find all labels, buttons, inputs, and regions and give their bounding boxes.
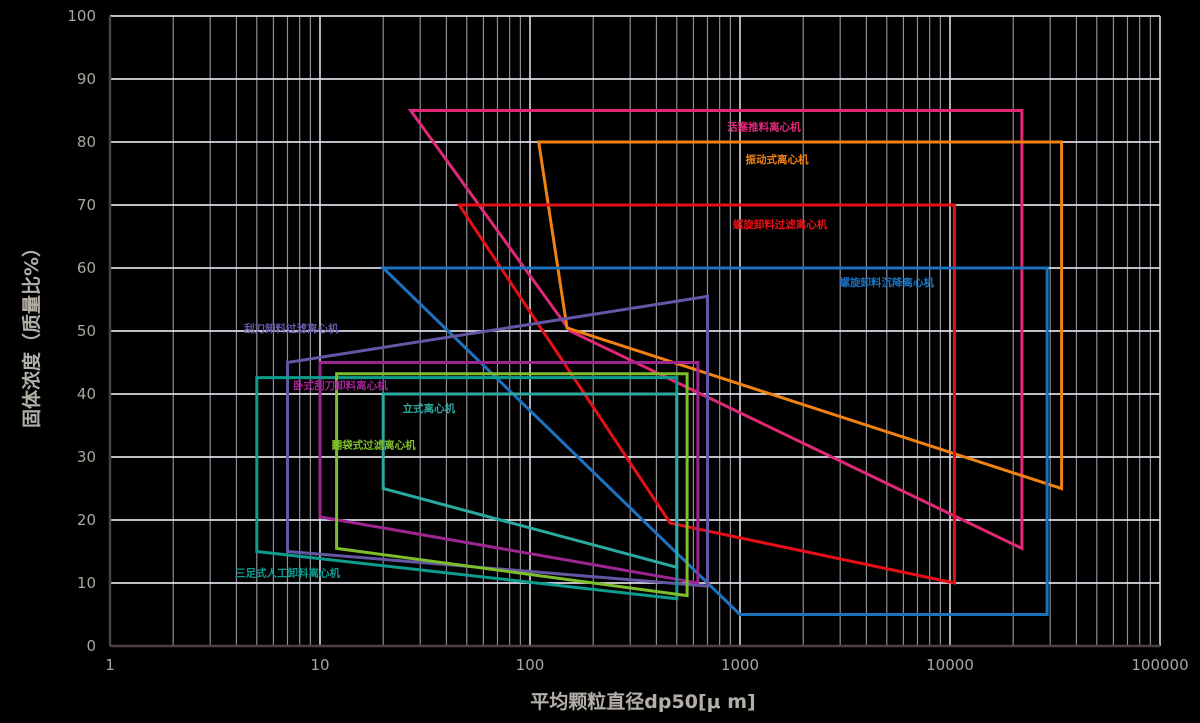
y-tick-90: 90 [77,70,96,88]
y-tick-40: 40 [77,385,96,403]
x-tick-100: 100 [516,656,545,674]
y-tick-50: 50 [77,322,96,340]
y-tick-labels: 0 10 20 30 40 50 60 70 80 90 100 [67,7,96,655]
region-label-刮刀卸料过滤离心机: 刮刀卸料过滤离心机 [244,322,339,335]
region-三足式人工卸料离心机 [255,376,679,601]
x-tick-10000: 10000 [926,656,974,674]
y-tick-80: 80 [77,133,96,151]
axis-lines [108,16,1160,648]
y-tick-30: 30 [77,448,96,466]
region-polygons [255,109,1064,616]
region-label-螺旋卸料过滤离心机: 螺旋卸料过滤离心机 [733,218,828,231]
region-立式离心机 [381,392,679,570]
y-tick-10: 10 [77,574,96,592]
region-label-活塞推料离心机: 活塞推料离心机 [727,120,801,133]
x-axis-title: 平均颗粒直径dp50[μ m] [530,690,755,713]
region-卧式刮刀卸料离心机 [318,361,700,585]
x-tick-1: 1 [105,656,115,674]
region-螺旋卸料过滤离心机 [456,203,956,585]
region-label-卧式刮刀卸料离心机: 卧式刮刀卸料离心机 [293,379,388,392]
y-tick-60: 60 [77,259,96,277]
region-螺旋卸料沉降离心机 [379,266,1049,616]
x-tick-labels: 1 10 100 1000 10000 100000 [105,656,1188,674]
x-tick-1000: 1000 [721,656,759,674]
region-label-振动式离心机: 振动式离心机 [746,153,809,166]
y-tick-70: 70 [77,196,96,214]
region-活塞推料离心机 [407,109,1024,551]
region-刮刀卸料过滤离心机 [286,294,709,588]
region-label-螺旋卸料沉降离心机: 螺旋卸料沉降离心机 [840,276,935,289]
region-振动式离心机 [536,140,1064,491]
y-tick-20: 20 [77,511,96,529]
region-翻袋式过滤离心机 [335,372,689,598]
y-axis-title: 固体浓度（质量比%） [20,238,43,428]
region-label-翻袋式过滤离心机: 翻袋式过滤离心机 [332,438,416,451]
region-label-三足式人工卸料离心机: 三足式人工卸料离心机 [235,566,340,579]
region-label-立式离心机: 立式离心机 [403,402,456,415]
x-tick-100000: 100000 [1131,656,1188,674]
region-labels: 活塞推料离心机振动式离心机螺旋卸料过滤离心机螺旋卸料沉降离心机刮刀卸料过滤离心机… [235,120,935,579]
y-tick-0: 0 [86,637,96,655]
y-tick-100: 100 [67,7,96,25]
x-tick-10: 10 [310,656,329,674]
